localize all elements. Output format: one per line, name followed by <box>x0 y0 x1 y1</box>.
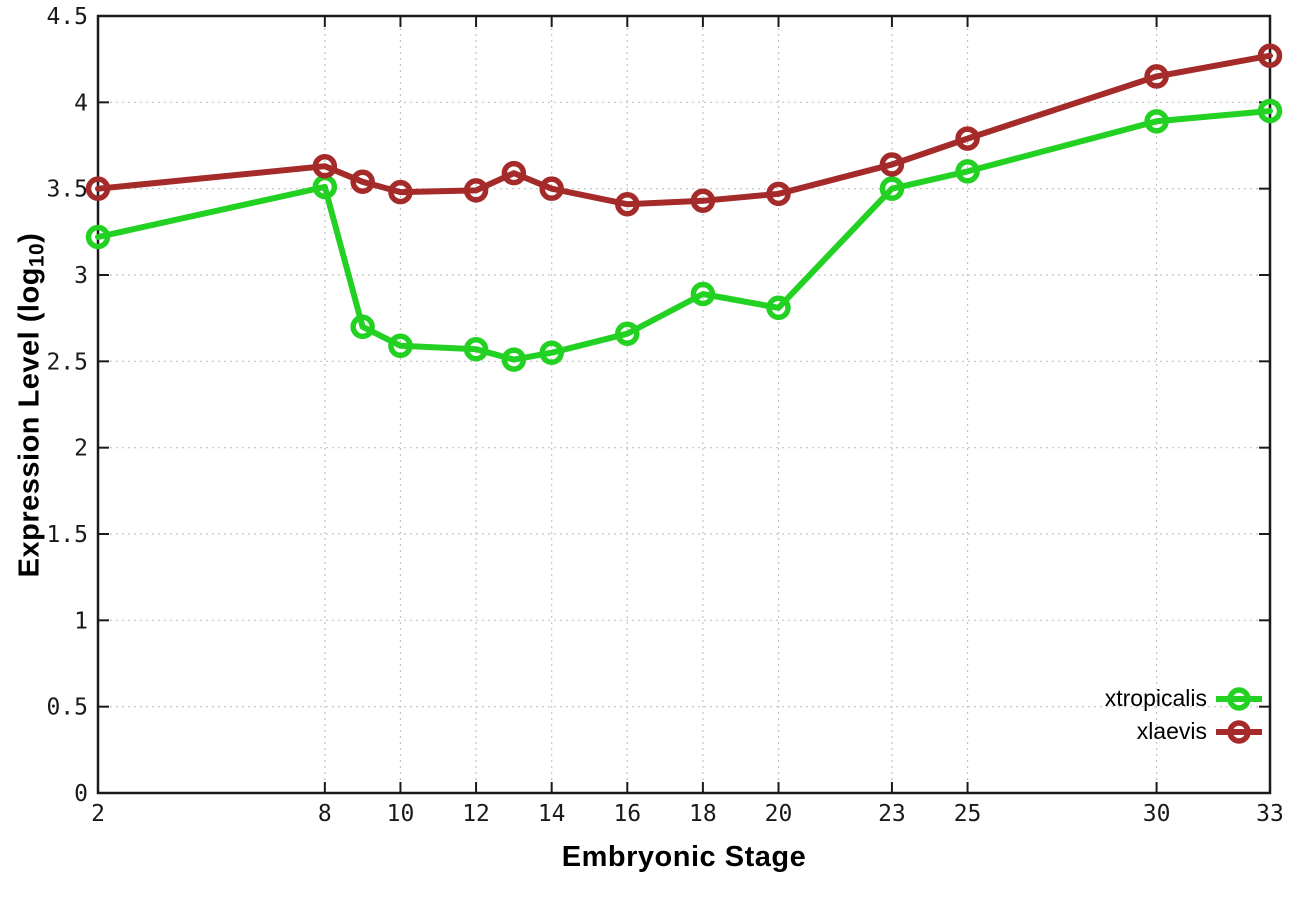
data-point-xtropicalis <box>955 159 980 184</box>
x-tick-label: 16 <box>613 801 641 827</box>
y-axis-title-close: ) <box>13 232 46 243</box>
data-point-xlaevis <box>955 126 980 151</box>
x-tick-label: 30 <box>1143 801 1171 827</box>
data-point-xtropicalis <box>501 347 527 372</box>
series-line-xlaevis <box>95 52 1273 208</box>
legend: xtropicalis xlaevis <box>1105 684 1262 746</box>
x-tick-label: 33 <box>1256 801 1284 827</box>
plot-border <box>96 14 1272 795</box>
legend-marker-circle <box>1227 686 1251 711</box>
legend-label: xlaevis <box>1136 718 1207 744</box>
legend-item-xlaevis: xlaevis <box>1137 717 1262 746</box>
y-tick-label: 2.5 <box>46 349 88 375</box>
series-line-xtropicalis <box>95 108 1273 363</box>
x-tick-label: 2 <box>91 801 105 827</box>
y-axis-title-subscript: 10 <box>25 242 49 268</box>
x-tick-label: 20 <box>765 801 793 827</box>
data-point-xlaevis <box>388 179 413 205</box>
data-point-xlaevis <box>1257 43 1283 68</box>
x-tick-label: 14 <box>538 801 566 827</box>
y-axis-title: Expression Level (log10) <box>13 232 49 578</box>
y-axis-title-text: Expression Level (log <box>13 267 46 578</box>
legend-marker-line-icon <box>1216 686 1262 711</box>
data-point-xlaevis <box>539 176 564 201</box>
data-point-xtropicalis <box>350 314 375 340</box>
x-tick-label: 8 <box>318 801 332 827</box>
data-point-xlaevis <box>350 169 375 195</box>
y-tick-label: 4.5 <box>46 4 88 30</box>
x-tick-label: 25 <box>954 801 982 827</box>
legend-label: xtropicalis <box>1104 685 1207 711</box>
data-point-xtropicalis <box>766 295 791 321</box>
data-point-xtropicalis <box>879 176 905 201</box>
x-tick-label: 18 <box>689 801 717 827</box>
data-point-xlaevis <box>463 178 489 203</box>
legend-marker-line-icon <box>1216 719 1262 744</box>
y-tick-label: 1.5 <box>46 522 88 548</box>
data-point-xlaevis <box>766 181 791 207</box>
y-tick-label: 1 <box>74 608 88 634</box>
x-axis-title: Embryonic Stage <box>561 841 807 873</box>
data-point-xlaevis <box>85 176 111 201</box>
data-point-xtropicalis <box>463 336 489 362</box>
y-tick-label: 3.5 <box>46 177 88 203</box>
data-point-xlaevis <box>1144 64 1169 89</box>
data-point-xtropicalis <box>539 340 564 365</box>
x-tick-label: 23 <box>878 801 906 827</box>
y-tick-label: 0.5 <box>46 695 88 721</box>
legend-item-xtropicalis: xtropicalis <box>1105 684 1262 713</box>
data-point-xtropicalis <box>615 321 640 346</box>
data-point-xtropicalis <box>1144 109 1169 134</box>
data-point-xlaevis <box>312 153 338 179</box>
y-tick-label: 3 <box>74 263 88 289</box>
data-point-xtropicalis <box>388 333 413 359</box>
data-point-xlaevis <box>690 188 716 214</box>
data-point-xtropicalis <box>85 224 111 250</box>
data-point-xlaevis <box>615 191 640 217</box>
x-tick-label: 12 <box>462 801 490 827</box>
data-point-xlaevis <box>501 160 527 186</box>
y-tick-label: 4 <box>74 90 88 116</box>
y-tick-label: 2 <box>74 436 88 462</box>
data-point-xlaevis <box>879 152 905 177</box>
data-point-xtropicalis <box>1257 98 1283 124</box>
legend-marker-circle <box>1227 719 1251 744</box>
y-tick-label: 0 <box>74 781 88 807</box>
x-tick-label: 10 <box>387 801 415 827</box>
data-point-xtropicalis <box>690 281 716 307</box>
